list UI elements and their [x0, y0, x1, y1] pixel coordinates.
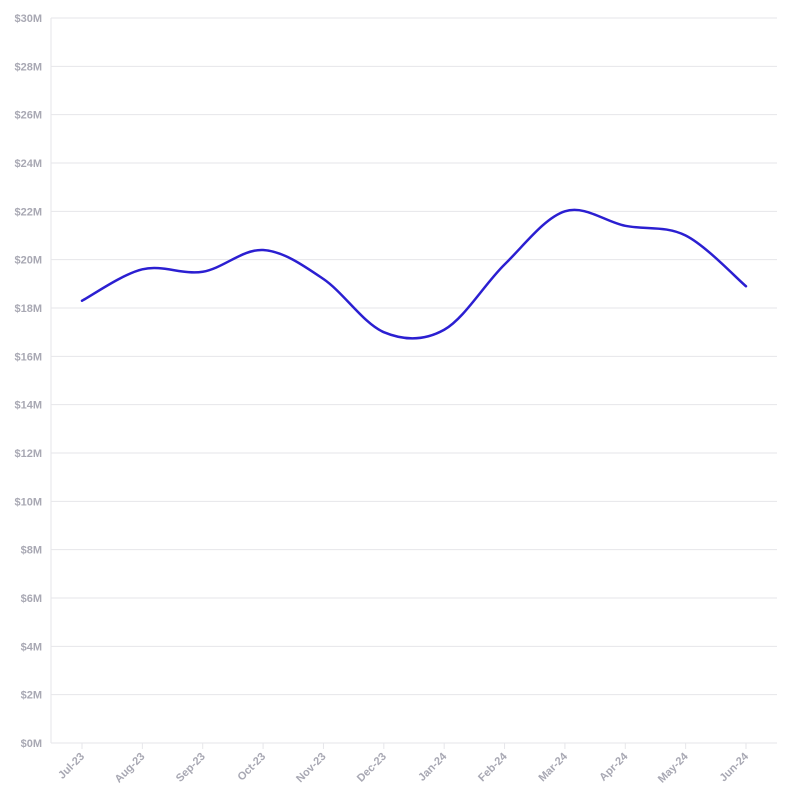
- grid-layer: [51, 17, 777, 744]
- y-tick-label: $20M: [14, 255, 42, 267]
- x-tick-label: Sep-23: [174, 751, 208, 785]
- x-tick-label: Dec-23: [355, 751, 389, 785]
- data-point[interactable]: [501, 261, 509, 269]
- data-point[interactable]: [199, 268, 207, 276]
- data-point[interactable]: [682, 232, 690, 240]
- series-layer: [78, 207, 750, 340]
- y-tick-label: $30M: [14, 13, 42, 25]
- y-tick-label: $0M: [21, 738, 42, 750]
- data-point[interactable]: [440, 326, 448, 334]
- y-tick-label: $10M: [14, 496, 42, 508]
- data-point[interactable]: [78, 297, 86, 305]
- y-tick-label: $2M: [21, 690, 42, 702]
- x-tick-label: May-24: [656, 750, 691, 785]
- y-tick-label: $16M: [14, 351, 42, 363]
- data-point[interactable]: [742, 282, 750, 290]
- data-point[interactable]: [380, 328, 388, 336]
- x-tick-label: Nov-23: [294, 751, 328, 785]
- data-point[interactable]: [138, 265, 146, 273]
- label-layer: $0M $2M $4M $6M $8M $10M $12M $14M $16M $18M $20M $…: [14, 13, 751, 785]
- y-tick-label: $4M: [21, 641, 42, 653]
- x-tick-label: Jul-23: [56, 751, 87, 782]
- y-tick-label: $18M: [14, 303, 42, 315]
- data-point[interactable]: [561, 207, 569, 215]
- y-tick-label: $14M: [14, 400, 42, 412]
- y-tick-label: $22M: [14, 206, 42, 218]
- data-point[interactable]: [621, 222, 629, 230]
- y-tick-label: $12M: [14, 448, 42, 460]
- x-tick-label: Jun-24: [718, 750, 752, 784]
- x-tick-label: Aug-23: [113, 751, 148, 786]
- series-line: [80, 208, 748, 340]
- x-tick-label: Feb-24: [476, 750, 510, 784]
- y-tick-label: $8M: [21, 545, 42, 557]
- x-tick-label: Mar-24: [536, 750, 570, 784]
- y-tick-label: $28M: [14, 61, 42, 73]
- y-tick-label: $26M: [14, 110, 42, 122]
- data-point[interactable]: [259, 246, 267, 254]
- x-tick-label: Apr-24: [597, 750, 631, 784]
- x-tick-label: Oct-23: [236, 751, 269, 784]
- data-point[interactable]: [319, 275, 327, 283]
- axis-layer: [50, 18, 747, 749]
- y-tick-label: $6M: [21, 593, 42, 605]
- x-tick-label: Jan-24: [416, 750, 450, 784]
- y-tick-label: $24M: [14, 158, 42, 170]
